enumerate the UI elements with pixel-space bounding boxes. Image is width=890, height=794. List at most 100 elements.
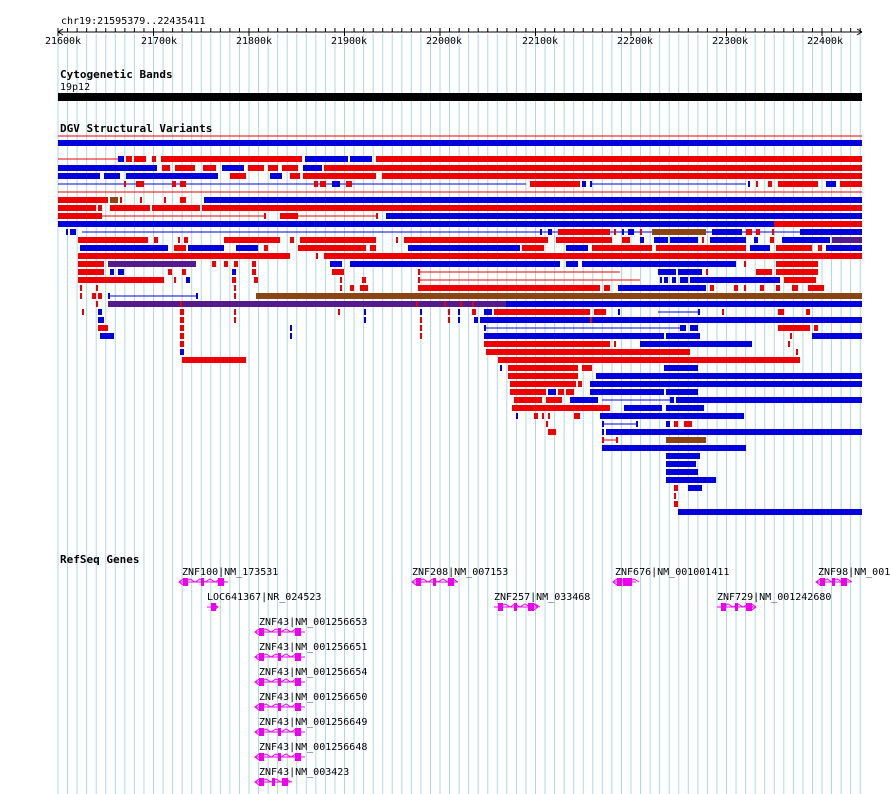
dgv-variant [666,437,706,443]
dgv-variant [204,197,862,203]
dgv-variant [506,301,862,307]
dgv-variant [104,173,120,179]
dgv-variant [80,245,168,251]
dgv-variant [70,229,76,235]
dgv-variant [510,389,546,395]
gene-znf43-nm001256648[interactable]: ZNF43|NM_001256648 [254,742,367,761]
strand-arrow-icon [751,603,757,611]
dgv-variant [592,245,652,251]
gene-znf676[interactable]: ZNF676|NM_001001411 [612,567,729,586]
gene-label: ZNF43|NM_001256654 [259,667,367,678]
dgv-variant [792,285,798,291]
dgv-variant [58,173,100,179]
dgv-variant [252,261,256,267]
dgv-variant [514,397,542,403]
gene-exon [259,678,264,686]
gene-znf729[interactable]: ZNF729|NM_001242680 [717,592,831,611]
gene-exon [735,603,738,611]
dgv-variant [666,453,700,459]
dgv-variant [186,277,190,283]
dgv-variant [174,277,176,283]
ruler-arrows-icon [57,28,863,36]
dgv-variant-features[interactable] [58,135,862,515]
dgv-variant [818,245,822,251]
dgv-variant [234,309,236,315]
dgv-variant [680,277,688,283]
gene-exon [278,628,281,636]
gene-label: ZNF43|NM_001256648 [259,742,367,753]
dgv-variant [96,285,98,291]
gene-znf100[interactable]: ZNF100|NM_173531 [178,567,278,586]
gene-znf208[interactable]: ZNF208|NM_007153 [411,567,508,586]
dgv-variant [666,333,700,339]
gene-znf43-nm001256653[interactable]: ZNF43|NM_001256653 [254,617,367,636]
gene-loc641367[interactable]: LOC641367|NR_024523 [207,592,321,611]
dgv-variant [180,301,182,307]
dgv-variant [78,269,104,275]
dgv-variant [734,285,738,291]
dgv-variant [706,269,708,275]
dgv-variant [702,237,704,243]
dgv-variant [604,285,610,291]
dgv-variant [522,245,544,251]
dgv-variant [290,325,292,331]
dgv-variant [484,309,492,315]
gene-znf257[interactable]: ZNF257|NM_033468 [494,592,590,611]
dgv-variant [484,333,664,339]
strand-arrow-icon [411,578,417,586]
dgv-variant [180,309,184,315]
dgv-variant [574,413,580,419]
ruler: chr19:21595379..22435411 21600k 21700k 2… [45,16,863,47]
dgv-variant [234,293,236,299]
strand-arrow-icon [254,703,260,711]
dgv-variant [796,349,798,355]
gene-znf43-nm001256649[interactable]: ZNF43|NM_001256649 [254,717,367,736]
gene-exon [295,628,301,636]
cytoband-19p12[interactable] [58,93,862,101]
gene-exon [841,578,847,586]
dgv-variant [666,477,716,483]
dgv-variant [298,245,366,251]
dgv-variant [230,173,246,179]
dgv-variant [666,469,698,475]
dgv-variant [808,285,824,291]
dgv-variant [408,245,520,251]
dgv-variant [666,389,698,395]
gene-znf43-nm001256650[interactable]: ZNF43|NM_001256650 [254,692,367,711]
dgv-variant [180,341,184,347]
dgv-variant [236,245,258,251]
dgv-variant [332,181,340,187]
dgv-variant [670,237,698,243]
dgv-variant [778,181,818,187]
intron-chevron [280,653,292,658]
dgv-variant [92,293,96,299]
dgv-variant [814,325,818,331]
dgv-variant [118,156,124,162]
dgv-variant [832,237,862,243]
gene-znf43-nm003423[interactable]: ZNF43|NM_003423 [254,767,349,786]
dgv-variant [232,269,236,275]
dgv-variant [614,229,616,235]
dgv-variant [180,317,184,323]
gene-exon [295,753,301,761]
gene-znf43-nm001256654[interactable]: ZNF43|NM_001256654 [254,667,367,686]
dgv-variant [624,405,662,411]
gene-exon [832,578,835,586]
gene-exon [183,578,188,586]
dgv-variant [58,140,862,146]
dgv-variant [602,421,604,427]
gene-exon [259,703,264,711]
dgv-variant [386,213,862,219]
gene-znf43-nm001256651[interactable]: ZNF43|NM_001256651 [254,642,367,661]
dgv-variant [282,165,298,171]
gene-znf98[interactable]: ZNF98|NM_001 [815,567,890,586]
dgv-variant [182,269,186,275]
dgv-variant [628,229,634,235]
dgv-variant [602,445,746,451]
dgv-variant [806,309,810,315]
dgv-variant [602,429,604,435]
gene-label: ZNF43|NM_001256653 [259,617,367,628]
gene-label: ZNF729|NM_001242680 [717,592,831,603]
dgv-variant [196,293,198,299]
strand-arrow-icon [533,603,539,611]
